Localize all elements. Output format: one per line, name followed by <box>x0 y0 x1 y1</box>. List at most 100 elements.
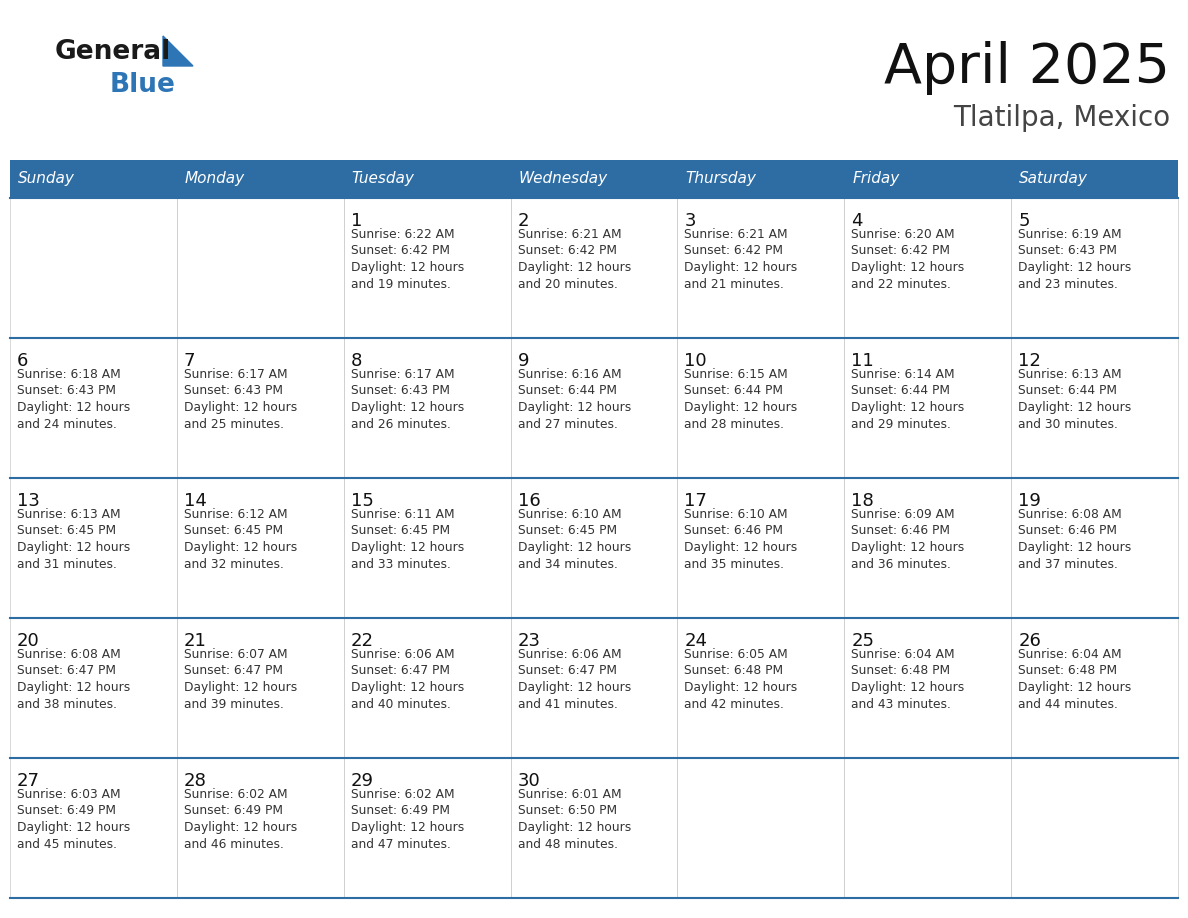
Bar <box>511 160 677 198</box>
Bar <box>845 198 1011 338</box>
Text: Sunrise: 6:15 AM: Sunrise: 6:15 AM <box>684 368 788 381</box>
Text: Sunset: 6:44 PM: Sunset: 6:44 PM <box>518 385 617 397</box>
Bar <box>10 618 177 758</box>
Text: 6: 6 <box>17 352 29 370</box>
Text: 23: 23 <box>518 632 541 650</box>
Text: Sunset: 6:48 PM: Sunset: 6:48 PM <box>684 665 784 677</box>
Bar <box>1011 338 1178 478</box>
Polygon shape <box>163 36 192 66</box>
Text: Sunrise: 6:19 AM: Sunrise: 6:19 AM <box>1018 228 1121 241</box>
Text: Sunrise: 6:02 AM: Sunrise: 6:02 AM <box>350 788 454 801</box>
Text: Sunrise: 6:06 AM: Sunrise: 6:06 AM <box>518 648 621 661</box>
Text: Sunset: 6:43 PM: Sunset: 6:43 PM <box>17 385 116 397</box>
Text: Sunrise: 6:06 AM: Sunrise: 6:06 AM <box>350 648 454 661</box>
Text: 2: 2 <box>518 212 529 230</box>
Text: Daylight: 12 hours: Daylight: 12 hours <box>852 261 965 274</box>
Text: Sunday: Sunday <box>18 172 75 186</box>
Text: 12: 12 <box>1018 352 1041 370</box>
Text: Monday: Monday <box>185 172 245 186</box>
Bar <box>343 478 511 618</box>
Text: Daylight: 12 hours: Daylight: 12 hours <box>350 541 465 554</box>
Text: Sunrise: 6:16 AM: Sunrise: 6:16 AM <box>518 368 621 381</box>
Text: Sunrise: 6:13 AM: Sunrise: 6:13 AM <box>1018 368 1121 381</box>
Bar <box>511 338 677 478</box>
Bar <box>343 758 511 898</box>
Text: Sunset: 6:43 PM: Sunset: 6:43 PM <box>184 385 283 397</box>
Text: Daylight: 12 hours: Daylight: 12 hours <box>1018 401 1131 414</box>
Text: Daylight: 12 hours: Daylight: 12 hours <box>1018 681 1131 694</box>
Text: Sunset: 6:47 PM: Sunset: 6:47 PM <box>350 665 450 677</box>
Text: Sunrise: 6:10 AM: Sunrise: 6:10 AM <box>684 508 788 521</box>
Text: Sunrise: 6:14 AM: Sunrise: 6:14 AM <box>852 368 955 381</box>
Text: and 40 minutes.: and 40 minutes. <box>350 698 450 711</box>
Text: 19: 19 <box>1018 492 1041 510</box>
Bar <box>10 758 177 898</box>
Bar <box>1011 160 1178 198</box>
Text: Daylight: 12 hours: Daylight: 12 hours <box>684 401 797 414</box>
Text: Sunrise: 6:10 AM: Sunrise: 6:10 AM <box>518 508 621 521</box>
Text: Sunset: 6:44 PM: Sunset: 6:44 PM <box>852 385 950 397</box>
Text: 11: 11 <box>852 352 874 370</box>
Text: and 36 minutes.: and 36 minutes. <box>852 557 952 570</box>
Bar <box>177 618 343 758</box>
Text: and 30 minutes.: and 30 minutes. <box>1018 418 1118 431</box>
Bar <box>343 338 511 478</box>
Text: Daylight: 12 hours: Daylight: 12 hours <box>184 821 297 834</box>
Text: and 31 minutes.: and 31 minutes. <box>17 557 116 570</box>
Text: Sunrise: 6:13 AM: Sunrise: 6:13 AM <box>17 508 121 521</box>
Bar <box>845 338 1011 478</box>
Text: 9: 9 <box>518 352 529 370</box>
Bar <box>845 758 1011 898</box>
Text: Daylight: 12 hours: Daylight: 12 hours <box>17 821 131 834</box>
Text: General: General <box>55 39 171 65</box>
Text: Sunset: 6:44 PM: Sunset: 6:44 PM <box>684 385 783 397</box>
Text: and 24 minutes.: and 24 minutes. <box>17 418 116 431</box>
Text: Daylight: 12 hours: Daylight: 12 hours <box>684 541 797 554</box>
Bar <box>845 478 1011 618</box>
Text: Sunrise: 6:20 AM: Sunrise: 6:20 AM <box>852 228 955 241</box>
Bar <box>845 160 1011 198</box>
Text: Sunset: 6:42 PM: Sunset: 6:42 PM <box>684 244 783 258</box>
Bar <box>10 160 177 198</box>
Text: 24: 24 <box>684 632 707 650</box>
Text: and 44 minutes.: and 44 minutes. <box>1018 698 1118 711</box>
Bar <box>1011 758 1178 898</box>
Bar <box>343 618 511 758</box>
Text: 10: 10 <box>684 352 707 370</box>
Text: and 22 minutes.: and 22 minutes. <box>852 277 952 290</box>
Text: Sunset: 6:43 PM: Sunset: 6:43 PM <box>1018 244 1117 258</box>
Text: Sunset: 6:42 PM: Sunset: 6:42 PM <box>350 244 450 258</box>
Text: 27: 27 <box>17 772 40 790</box>
Text: Daylight: 12 hours: Daylight: 12 hours <box>184 401 297 414</box>
Bar <box>845 618 1011 758</box>
Text: April 2025: April 2025 <box>884 41 1170 95</box>
Text: Daylight: 12 hours: Daylight: 12 hours <box>518 681 631 694</box>
Bar <box>10 198 177 338</box>
Text: Sunset: 6:49 PM: Sunset: 6:49 PM <box>17 804 116 818</box>
Text: 22: 22 <box>350 632 374 650</box>
Text: Sunrise: 6:05 AM: Sunrise: 6:05 AM <box>684 648 788 661</box>
Text: and 33 minutes.: and 33 minutes. <box>350 557 450 570</box>
Text: 25: 25 <box>852 632 874 650</box>
Text: and 27 minutes.: and 27 minutes. <box>518 418 618 431</box>
Text: 7: 7 <box>184 352 195 370</box>
Text: 1: 1 <box>350 212 362 230</box>
Text: Sunrise: 6:08 AM: Sunrise: 6:08 AM <box>17 648 121 661</box>
Bar <box>1011 198 1178 338</box>
Text: Sunrise: 6:07 AM: Sunrise: 6:07 AM <box>184 648 287 661</box>
Text: Sunrise: 6:12 AM: Sunrise: 6:12 AM <box>184 508 287 521</box>
Text: and 46 minutes.: and 46 minutes. <box>184 837 284 850</box>
Text: Daylight: 12 hours: Daylight: 12 hours <box>17 401 131 414</box>
Bar <box>677 160 845 198</box>
Bar <box>677 198 845 338</box>
Text: Saturday: Saturday <box>1019 172 1088 186</box>
Text: 17: 17 <box>684 492 707 510</box>
Text: Blue: Blue <box>110 72 176 98</box>
Text: Sunset: 6:47 PM: Sunset: 6:47 PM <box>518 665 617 677</box>
Text: Daylight: 12 hours: Daylight: 12 hours <box>684 681 797 694</box>
Text: Sunset: 6:47 PM: Sunset: 6:47 PM <box>17 665 116 677</box>
Text: and 39 minutes.: and 39 minutes. <box>184 698 284 711</box>
Text: 29: 29 <box>350 772 374 790</box>
Text: Daylight: 12 hours: Daylight: 12 hours <box>518 261 631 274</box>
Text: 18: 18 <box>852 492 874 510</box>
